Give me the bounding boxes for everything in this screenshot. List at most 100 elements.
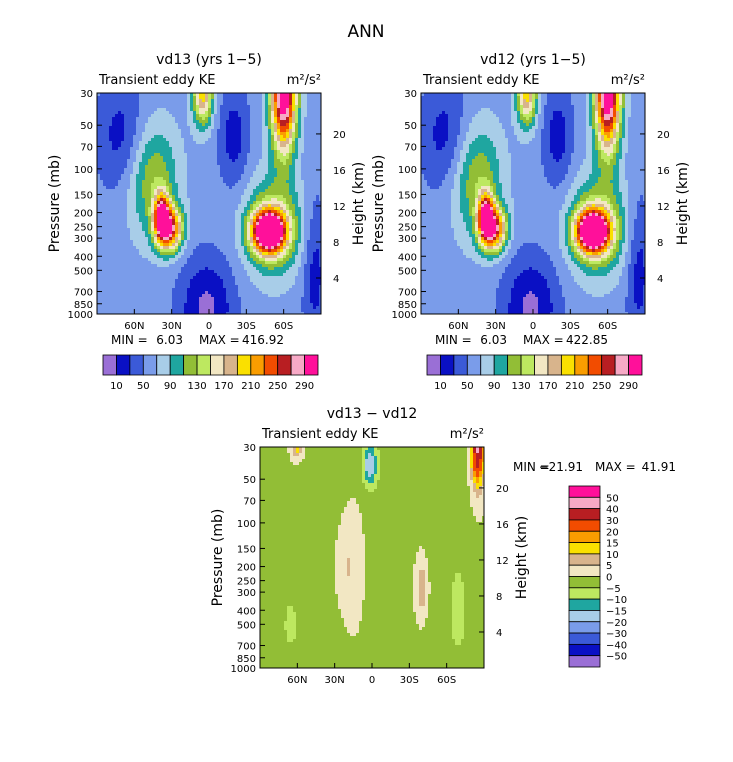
colorbar-box [568, 519, 601, 532]
height-tick-label: 8 [333, 238, 339, 249]
chart-subtitle: Transient eddy KE [98, 73, 216, 88]
pressure-tick-label: 200 [398, 209, 417, 220]
min-label: MIN = [513, 460, 550, 474]
field-image [421, 93, 645, 314]
colorbar-label: 40 [606, 505, 619, 516]
colorbar-label: −50 [606, 652, 627, 663]
pressure-tick-label: 250 [398, 223, 417, 234]
pressure-tick-label: 150 [237, 544, 256, 555]
pressure-tick-label: 200 [237, 563, 256, 574]
colorbar-box [493, 354, 509, 376]
colorbar-box [520, 354, 535, 376]
y-axis-label: Pressure (mb) [47, 155, 63, 253]
height-tick-label: 4 [657, 274, 663, 285]
lat-tick-label: 60S [437, 675, 456, 686]
colorbar-label: 50 [606, 493, 619, 504]
colorbar-box [196, 354, 211, 376]
pressure-tick-label: 700 [398, 288, 417, 299]
lat-tick-label: 30N [162, 321, 182, 332]
pressure-tick-label: 50 [404, 121, 417, 132]
lat-tick-label: 60S [274, 321, 293, 332]
colorbar-box [263, 354, 279, 376]
colorbar-label: 50 [137, 381, 150, 392]
colorbar-box [210, 354, 225, 376]
colorbar-box [568, 553, 601, 566]
colorbar-label: 290 [619, 381, 638, 392]
pressure-tick-label: 400 [237, 606, 256, 617]
colorbar-box [453, 354, 468, 376]
pressure-tick-label: 250 [237, 577, 256, 588]
pressure-tick-label: 50 [80, 121, 93, 132]
pressure-tick-label: 100 [237, 519, 256, 530]
colorbar-label: −40 [606, 640, 627, 651]
colorbar-box [236, 354, 252, 376]
colorbar-box [574, 354, 589, 376]
colorbar-label: −30 [606, 629, 627, 640]
colorbar-label: −15 [606, 606, 627, 617]
lat-tick-label: 30S [400, 675, 419, 686]
height-tick-label: 16 [657, 166, 670, 177]
colorbar-box [102, 354, 117, 376]
colorbar-label: 170 [214, 381, 233, 392]
chart-subtitle: Transient eddy KE [422, 73, 540, 88]
lat-tick-label: 30N [325, 675, 345, 686]
pressure-tick-label: 500 [398, 266, 417, 277]
pressure-tick-label: 500 [74, 266, 93, 277]
height-tick-label: 8 [657, 238, 663, 249]
colorbar-box [534, 354, 549, 376]
pressure-tick-label: 1000 [392, 310, 417, 321]
colorbar-box [547, 354, 562, 376]
pressure-tick-label: 400 [398, 252, 417, 263]
pressure-tick-label: 300 [237, 588, 256, 599]
pressure-tick-label: 850 [74, 300, 93, 311]
colorbar-box [480, 354, 495, 376]
colorbar-box [568, 496, 601, 510]
lat-tick-label: 0 [206, 321, 212, 332]
height-tick-label: 20 [657, 130, 670, 141]
pressure-tick-label: 70 [243, 496, 256, 507]
min-value: 6.03 [156, 333, 183, 347]
max-value: 416.92 [242, 333, 284, 347]
field-image [260, 447, 484, 668]
colorbar-box [277, 354, 292, 376]
pressure-tick-label: 100 [398, 165, 417, 176]
lat-tick-label: 60N [287, 675, 307, 686]
lat-tick-label: 0 [369, 675, 375, 686]
min-label: MIN = [435, 333, 472, 347]
colorbar-box [142, 354, 158, 376]
colorbar-box [183, 354, 198, 376]
colorbar-label: 90 [164, 381, 177, 392]
colorbar-box [250, 354, 265, 376]
colorbar-label: 170 [538, 381, 557, 392]
colorbar-box [560, 354, 576, 376]
colorbar-label: 10 [434, 381, 447, 392]
colorbar-box [568, 610, 601, 623]
pressure-tick-label: 1000 [231, 664, 256, 675]
colorbar-box [440, 354, 455, 376]
colorbar-label: 210 [241, 381, 260, 392]
colorbar-box [507, 354, 522, 376]
max-label: MAX = [595, 460, 636, 474]
height-tick-label: 12 [496, 556, 509, 567]
colorbar-label: −5 [606, 584, 621, 595]
colorbar-label: 15 [606, 539, 619, 550]
pressure-tick-label: 70 [80, 142, 93, 153]
height-tick-label: 12 [333, 202, 346, 213]
colorbar-label: 10 [110, 381, 123, 392]
chart-panel: vd12 (yrs 1−5) Transient eddy KE m²/s² 30 50… [371, 52, 691, 392]
colorbar-box [601, 354, 616, 376]
height-tick-label: 16 [333, 166, 346, 177]
pressure-tick-label: 30 [243, 443, 256, 454]
colorbar-label: 30 [606, 516, 619, 527]
colorbar-box [568, 587, 601, 600]
colorbar-box [466, 354, 482, 376]
chart-title: vd13 − vd12 [327, 406, 418, 422]
pressure-tick-label: 30 [80, 89, 93, 100]
colorbar-label: 210 [565, 381, 584, 392]
height-tick-label: 12 [657, 202, 670, 213]
lat-tick-label: 0 [530, 321, 536, 332]
height-tick-label: 4 [496, 628, 502, 639]
units-label: m²/s² [450, 427, 484, 442]
